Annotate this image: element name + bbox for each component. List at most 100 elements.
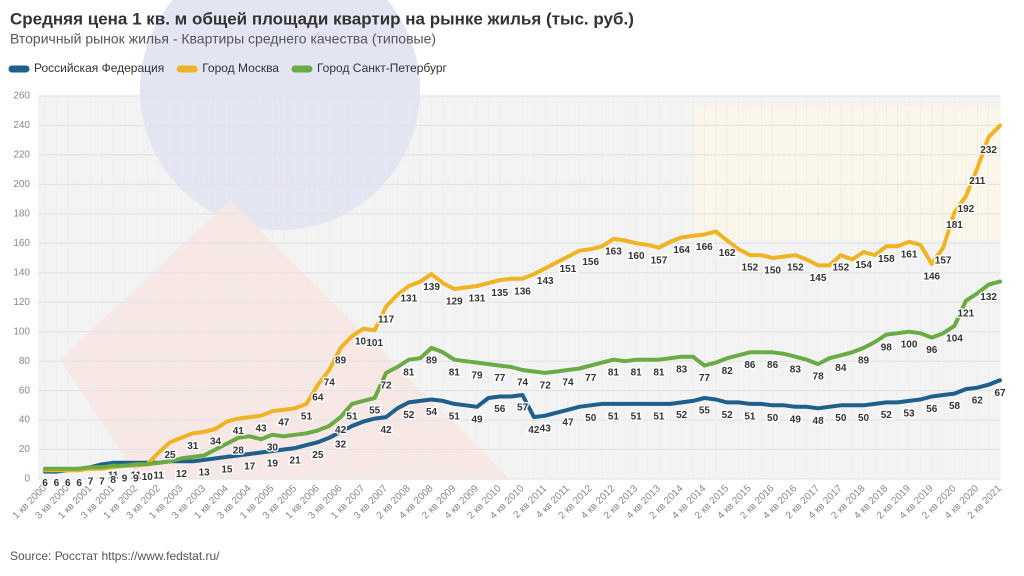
data-label: 81 <box>653 367 665 378</box>
data-label: 51 <box>301 412 313 423</box>
data-label: 55 <box>699 406 711 417</box>
data-label: 32 <box>335 440 347 451</box>
data-label: 43 <box>255 423 267 434</box>
y-tick-label: 80 <box>19 356 31 367</box>
data-label: 54 <box>426 407 438 418</box>
data-label: 34 <box>210 437 222 448</box>
series-line <box>43 123 1002 473</box>
data-label: 74 <box>517 378 529 389</box>
data-label: 21 <box>290 456 302 467</box>
data-label: 132 <box>980 292 997 303</box>
data-label: 86 <box>744 360 756 371</box>
data-label: 78 <box>813 372 825 383</box>
data-label: 104 <box>946 333 963 344</box>
data-label: 81 <box>449 367 461 378</box>
data-label: 64 <box>312 392 324 403</box>
data-label: 6 <box>65 478 71 489</box>
data-label: 9 <box>133 473 139 484</box>
data-label: 51 <box>744 412 756 423</box>
y-tick-label: 260 <box>13 91 30 102</box>
data-label: 77 <box>494 373 506 384</box>
data-label: 57 <box>517 403 529 414</box>
data-label: 8 <box>110 475 116 486</box>
data-label: 161 <box>901 249 918 260</box>
data-label: 41 <box>233 426 245 437</box>
data-label: 15 <box>221 465 233 476</box>
data-label: 52 <box>676 410 688 421</box>
data-label: 62 <box>972 395 984 406</box>
data-label: 121 <box>958 308 975 319</box>
data-label: 139 <box>423 282 440 293</box>
data-label: 162 <box>719 248 736 259</box>
data-label: 81 <box>608 367 620 378</box>
data-label: 83 <box>676 364 688 375</box>
data-label: 28 <box>233 445 245 456</box>
data-label: 72 <box>540 381 552 392</box>
legend-label: Город Санкт-Петербург <box>317 61 448 75</box>
data-label: 81 <box>631 367 643 378</box>
data-label: 51 <box>653 412 665 423</box>
data-label: 84 <box>835 363 847 374</box>
data-label: 135 <box>491 288 508 299</box>
data-label: 50 <box>767 413 779 424</box>
data-label: 152 <box>787 263 804 274</box>
y-tick-label: 100 <box>13 326 30 337</box>
data-label: 51 <box>449 412 461 423</box>
data-label: 6 <box>54 478 60 489</box>
data-label: 53 <box>903 409 915 420</box>
data-label: 11 <box>131 470 142 481</box>
legend-label: Город Москва <box>202 61 279 75</box>
data-label: 7 <box>99 476 105 487</box>
series-line <box>43 378 1002 474</box>
chart-title: Средняя цена 1 кв. м общей площади кварт… <box>10 9 634 28</box>
data-label: 42 <box>381 425 393 436</box>
data-label: 56 <box>494 404 506 415</box>
data-label: 102 <box>355 336 372 347</box>
decoration <box>140 0 420 230</box>
data-label: 82 <box>722 366 734 377</box>
data-label: 25 <box>312 450 324 461</box>
y-tick-label: 200 <box>13 179 30 190</box>
data-label: 136 <box>514 286 531 297</box>
y-tick-label: 180 <box>13 208 30 219</box>
data-label: 156 <box>582 257 599 268</box>
data-label: 67 <box>994 388 1006 399</box>
data-label: 12 <box>176 469 188 480</box>
data-label: 6 <box>76 478 82 489</box>
data-label: 58 <box>949 401 961 412</box>
data-label: 166 <box>696 242 713 253</box>
y-tick-label: 120 <box>13 297 30 308</box>
y-tick-label: 0 <box>24 474 30 485</box>
data-label: 131 <box>469 294 486 305</box>
data-label: 160 <box>628 251 645 262</box>
decoration <box>695 106 1000 240</box>
data-label: 143 <box>537 276 554 287</box>
data-label: 47 <box>278 417 290 428</box>
data-label: 43 <box>540 423 552 434</box>
data-label: 51 <box>608 412 620 423</box>
source: Source: Росстат https://www.fedstat.ru/ <box>10 549 220 563</box>
data-label: 49 <box>790 414 802 425</box>
data-label: 89 <box>335 356 347 367</box>
data-label: 89 <box>426 356 438 367</box>
data-label: 52 <box>403 410 415 421</box>
data-label: 72 <box>381 381 393 392</box>
data-label: 25 <box>164 450 176 461</box>
data-label: 11 <box>108 470 119 481</box>
data-label: 50 <box>858 413 870 424</box>
data-label: 96 <box>926 345 938 356</box>
chart-subtitle: Вторичный рынок жилья - Квартиры среднег… <box>10 31 436 47</box>
data-label: 6 <box>42 478 48 489</box>
data-label: 89 <box>858 356 870 367</box>
data-label: 13 <box>199 467 211 478</box>
data-label: 55 <box>369 406 381 417</box>
data-label: 19 <box>267 459 279 470</box>
data-label: 30 <box>267 442 279 453</box>
data-label: 52 <box>722 410 734 421</box>
data-label: 192 <box>958 204 975 215</box>
y-tick-label: 20 <box>19 444 31 455</box>
data-label: 163 <box>605 247 622 258</box>
data-label: 51 <box>631 412 643 423</box>
data-label: 56 <box>926 404 938 415</box>
legend-label: Российская Федерация <box>34 61 164 75</box>
